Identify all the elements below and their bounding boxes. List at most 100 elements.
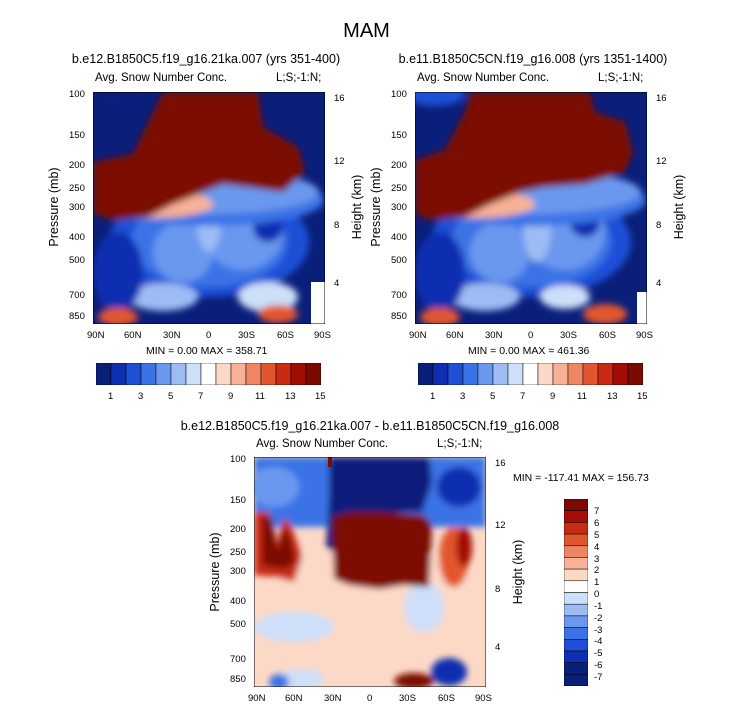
- colorbar-3-tick-3: 3: [594, 554, 600, 565]
- panel1-xtick-30n: 30N: [163, 330, 181, 341]
- panel2-ytick-500: 500: [391, 255, 407, 266]
- colorbar-2: [417, 362, 644, 386]
- figure-title: MAM: [343, 20, 390, 42]
- colorbar-1-tick-13: 13: [285, 391, 296, 402]
- panel1-y2label: Height (km): [350, 174, 364, 240]
- panel2-ytick-100: 100: [391, 89, 407, 100]
- panel1-y2tick-8: 8: [334, 220, 340, 231]
- panel1-ytick-500: 500: [69, 255, 85, 266]
- panel3-y2tick-4: 4: [495, 642, 501, 653]
- colorbar-3-tick-0: 0: [594, 589, 600, 600]
- colorbar-2-tick-9: 9: [550, 391, 556, 402]
- panel3-level-label: L;S;-1:N;: [437, 438, 483, 450]
- panel1-y2tick-16: 16: [334, 93, 345, 104]
- panel3-ytick-700: 700: [230, 654, 246, 665]
- colorbar-3-tick-neg2: -2: [594, 613, 603, 624]
- panel2-plot: [415, 92, 647, 324]
- panel1-ytick-400: 400: [69, 232, 85, 243]
- panel1-xtick-0: 0: [206, 330, 212, 341]
- colorbar-2-svg: [417, 362, 644, 386]
- panel1-plot: [93, 92, 325, 324]
- panel1-xtick-60n: 60N: [124, 330, 142, 341]
- colorbar-2-tick-11: 11: [577, 391, 587, 402]
- colorbar-3-svg: [563, 498, 589, 687]
- panel3-xtick-60s: 60S: [438, 693, 455, 704]
- panel1-ytick-100: 100: [69, 89, 85, 100]
- panel3-xtick-30n: 30N: [324, 693, 342, 704]
- panel1-variable-label: Avg. Snow Number Conc.: [95, 72, 228, 84]
- panel1-xtick-90n: 90N: [87, 330, 105, 341]
- colorbar-1-tick-7: 7: [198, 391, 204, 402]
- panel2-y2tick-12: 12: [656, 156, 667, 167]
- panel3-xtick-90s: 90S: [475, 693, 492, 704]
- colorbar-3: [563, 498, 589, 687]
- panel2-ytick-200: 200: [391, 160, 407, 171]
- colorbar-1-tick-9: 9: [228, 391, 234, 402]
- colorbar-3-tick-neg7: -7: [594, 672, 603, 683]
- panel3-ytick-300: 300: [230, 566, 246, 577]
- panel2-ytick-300: 300: [391, 202, 407, 213]
- panel1-xtick-90s: 90S: [314, 330, 331, 341]
- panel1-xtick-60s: 60S: [277, 330, 294, 341]
- panel3-title: b.e12.B1850C5.f19_g16.21ka.007 - b.e11.B…: [180, 419, 560, 433]
- panel3-variable-label: Avg. Snow Number Conc.: [256, 438, 389, 450]
- panel2-y2tick-16: 16: [656, 93, 667, 104]
- panel1-y2tick-4: 4: [334, 278, 340, 289]
- panel3-ytick-100: 100: [230, 454, 246, 465]
- panel2-xtick-90n: 90N: [409, 330, 427, 341]
- panel3-xtick-60n: 60N: [285, 693, 303, 704]
- panel1-ytick-850: 850: [69, 311, 85, 322]
- colorbar-2-tick-15: 15: [637, 391, 648, 402]
- colorbar-3-tick-neg6: -6: [594, 660, 603, 671]
- panel2-y2label: Height (km): [672, 174, 686, 240]
- colorbar-3-tick-2: 2: [594, 565, 600, 576]
- panel3-ytick-150: 150: [230, 495, 246, 506]
- panel3-ytick-250: 250: [230, 547, 246, 558]
- colorbar-2-tick-13: 13: [607, 391, 618, 402]
- colorbar-3-tick-5: 5: [594, 530, 600, 541]
- colorbar-1-tick-3: 3: [138, 391, 144, 402]
- panel3-y2tick-8: 8: [495, 584, 501, 595]
- panel2-stats: MIN = 0.00 MAX = 461.36: [468, 345, 590, 357]
- panel2-xtick-60n: 60N: [446, 330, 464, 341]
- panel3-ytick-850: 850: [230, 674, 246, 685]
- colorbar-3-tick-7: 7: [594, 506, 600, 517]
- colorbar-3-tick-neg4: -4: [594, 636, 603, 647]
- panel2-title: b.e11.B1850C5CN.f19_g16.008 (yrs 1351-14…: [398, 52, 668, 66]
- colorbar-3-tick-6: 6: [594, 518, 600, 529]
- panel2-level-label: L;S;-1:N;: [598, 72, 644, 84]
- panel3-y2tick-16: 16: [495, 458, 506, 469]
- panel3-ytick-500: 500: [230, 619, 246, 630]
- panel2-ytick-150: 150: [391, 130, 407, 141]
- panel3-ytick-400: 400: [230, 596, 246, 607]
- colorbar-2-tick-5: 5: [490, 391, 496, 402]
- colorbar-3-tick-neg1: -1: [594, 601, 603, 612]
- panel1-ytick-300: 300: [69, 202, 85, 213]
- panel2-ytick-700: 700: [391, 290, 407, 301]
- panel2-variable-label: Avg. Snow Number Conc.: [417, 72, 550, 84]
- panel2-y2tick-8: 8: [656, 220, 662, 231]
- panel1-y2tick-12: 12: [334, 156, 345, 167]
- panel3-plot: [254, 457, 486, 687]
- colorbar-1: [95, 362, 322, 386]
- colorbar-1-tick-5: 5: [168, 391, 174, 402]
- colorbar-1-tick-15: 15: [315, 391, 326, 402]
- colorbar-1-svg: [95, 362, 322, 386]
- panel2-y2tick-4: 4: [656, 278, 662, 289]
- panel1-ylabel: Pressure (mb): [47, 167, 61, 247]
- panel1-ytick-200: 200: [69, 160, 85, 171]
- colorbar-2-tick-3: 3: [460, 391, 466, 402]
- panel3-ylabel: Pressure (mb): [208, 532, 222, 612]
- colorbar-3-tick-neg5: -5: [594, 648, 603, 659]
- panel2-ytick-850: 850: [391, 311, 407, 322]
- panel2-xtick-30n: 30N: [485, 330, 503, 341]
- panel3-xtick-30s: 30S: [399, 693, 416, 704]
- panel2-xtick-0: 0: [528, 330, 534, 341]
- colorbar-3-tick-neg3: -3: [594, 625, 603, 636]
- panel1-ytick-150: 150: [69, 130, 85, 141]
- panel3-stats: MIN = -117.41 MAX = 156.73: [513, 472, 649, 484]
- panel2-xtick-30s: 30S: [560, 330, 577, 341]
- panel1-level-label: L;S;-1:N;: [276, 72, 322, 84]
- panel1-title: b.e12.B1850C5.f19_g16.21ka.007 (yrs 351-…: [71, 52, 341, 66]
- panel1-xtick-30s: 30S: [238, 330, 255, 341]
